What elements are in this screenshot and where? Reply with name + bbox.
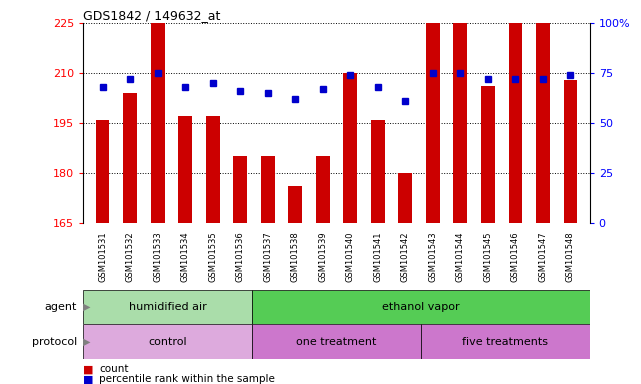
Text: percentile rank within the sample: percentile rank within the sample: [99, 374, 275, 384]
Bar: [426, 20, 440, 223]
Bar: [96, 119, 110, 223]
Bar: [233, 156, 247, 223]
Text: GSM101534: GSM101534: [181, 231, 190, 281]
Text: ▶: ▶: [83, 302, 90, 312]
Text: GSM101539: GSM101539: [319, 231, 328, 281]
Bar: [421, 324, 590, 359]
Text: protocol: protocol: [31, 337, 77, 347]
Text: one treatment: one treatment: [296, 337, 377, 347]
Text: GSM101545: GSM101545: [483, 231, 492, 281]
Bar: [151, 20, 165, 223]
Bar: [453, 23, 467, 223]
Text: GSM101542: GSM101542: [401, 231, 410, 281]
Text: GSM101531: GSM101531: [98, 231, 107, 281]
Text: control: control: [149, 337, 187, 347]
Text: five treatments: five treatments: [462, 337, 548, 347]
Text: humidified air: humidified air: [129, 302, 206, 312]
Text: GSM101535: GSM101535: [208, 231, 217, 281]
Bar: [83, 324, 252, 359]
Bar: [288, 186, 302, 223]
Text: GSM101532: GSM101532: [126, 231, 135, 281]
Text: GDS1842 / 149632_at: GDS1842 / 149632_at: [83, 9, 221, 22]
Bar: [252, 324, 421, 359]
Bar: [252, 290, 590, 324]
Text: count: count: [99, 364, 129, 374]
Bar: [371, 119, 385, 223]
Text: GSM101546: GSM101546: [511, 231, 520, 281]
Bar: [536, 17, 550, 223]
Text: GSM101540: GSM101540: [345, 231, 354, 281]
Text: GSM101544: GSM101544: [456, 231, 465, 281]
Text: ethanol vapor: ethanol vapor: [382, 302, 460, 312]
Text: GSM101536: GSM101536: [236, 231, 245, 282]
Bar: [83, 290, 252, 324]
Bar: [563, 79, 578, 223]
Bar: [178, 116, 192, 223]
Bar: [316, 156, 329, 223]
Bar: [399, 173, 412, 223]
Text: GSM101548: GSM101548: [566, 231, 575, 281]
Text: ■: ■: [83, 364, 94, 374]
Text: GSM101538: GSM101538: [291, 231, 300, 282]
Bar: [123, 93, 137, 223]
Text: ■: ■: [83, 374, 94, 384]
Bar: [206, 116, 220, 223]
Text: ▶: ▶: [83, 337, 90, 347]
Text: GSM101547: GSM101547: [538, 231, 547, 281]
Bar: [261, 156, 274, 223]
Text: agent: agent: [44, 302, 77, 312]
Text: GSM101533: GSM101533: [153, 231, 162, 282]
Bar: [508, 17, 522, 223]
Bar: [344, 73, 357, 223]
Bar: [481, 86, 495, 223]
Text: GSM101543: GSM101543: [428, 231, 437, 281]
Text: GSM101537: GSM101537: [263, 231, 272, 282]
Text: GSM101541: GSM101541: [373, 231, 382, 281]
